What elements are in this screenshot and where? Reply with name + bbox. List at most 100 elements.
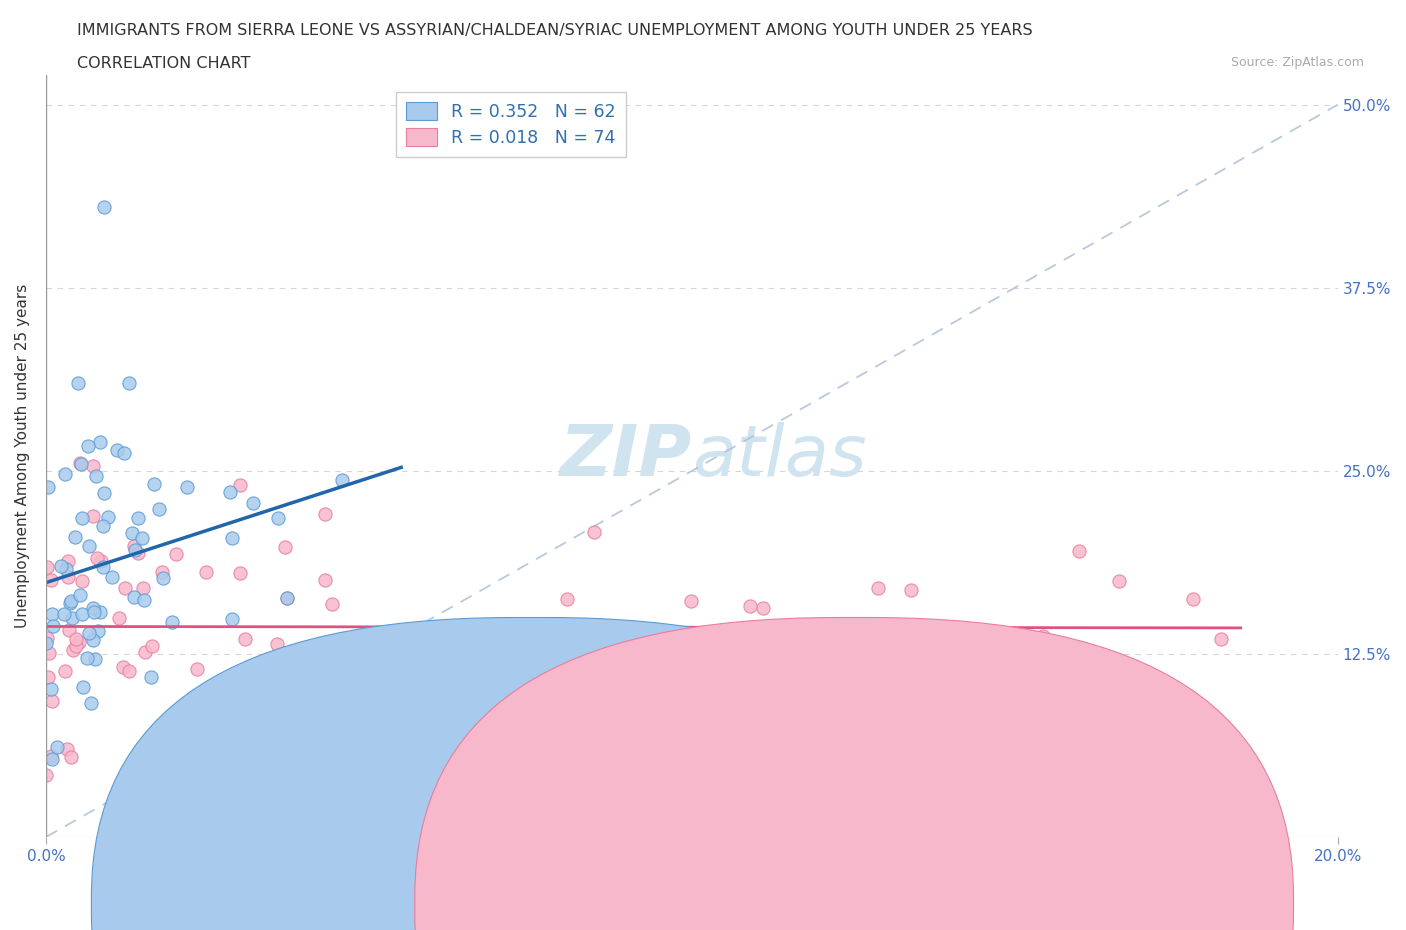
- Point: [41, 694, 63, 709]
- Point: [233, 631, 256, 646]
- Point: [118, 375, 141, 390]
- Point: [418, 627, 440, 642]
- Point: [63, 529, 86, 544]
- Point: [221, 611, 243, 626]
- Point: [55, 562, 77, 577]
- Point: [731, 659, 754, 674]
- Point: [41, 606, 63, 621]
- Point: [91, 560, 114, 575]
- Point: [1067, 543, 1090, 558]
- Point: [84, 469, 107, 484]
- Point: [555, 591, 578, 606]
- Point: [35, 767, 58, 782]
- Point: [82, 509, 104, 524]
- Point: [900, 582, 922, 597]
- Point: [46, 739, 69, 754]
- Text: ZIP: ZIP: [560, 421, 692, 491]
- Point: [56, 554, 79, 569]
- Point: [67, 634, 90, 649]
- Point: [150, 565, 173, 580]
- Point: [93, 519, 115, 534]
- Point: [361, 642, 384, 657]
- Point: [297, 735, 319, 750]
- Point: [65, 639, 87, 654]
- Point: [267, 511, 290, 525]
- Point: [139, 670, 162, 684]
- Point: [274, 539, 297, 554]
- Point: [186, 662, 208, 677]
- Point: [62, 643, 84, 658]
- Point: [39, 682, 62, 697]
- Point: [86, 551, 108, 565]
- Point: [38, 645, 60, 660]
- Point: [93, 200, 115, 215]
- Point: [789, 705, 811, 720]
- Point: [127, 546, 149, 561]
- Point: [740, 598, 762, 613]
- Point: [266, 636, 288, 651]
- Point: [679, 594, 702, 609]
- Text: CORRELATION CHART: CORRELATION CHART: [77, 56, 250, 71]
- Point: [76, 650, 98, 665]
- Point: [165, 547, 187, 562]
- Point: [58, 622, 80, 637]
- Point: [1211, 631, 1233, 646]
- Point: [582, 525, 605, 539]
- Point: [80, 696, 103, 711]
- Point: [90, 553, 112, 568]
- Point: [35, 630, 58, 644]
- Point: [122, 538, 145, 553]
- Point: [218, 485, 240, 499]
- Point: [962, 685, 984, 700]
- Point: [124, 543, 146, 558]
- Point: [97, 510, 120, 525]
- Point: [83, 652, 105, 667]
- Y-axis label: Unemployment Among Youth under 25 years: Unemployment Among Youth under 25 years: [15, 285, 30, 629]
- Point: [114, 580, 136, 595]
- Point: [37, 670, 59, 684]
- Point: [42, 618, 65, 633]
- Point: [35, 560, 58, 575]
- Point: [82, 632, 104, 647]
- Text: Assyrians/Chaldeans/Syriacs: Assyrians/Chaldeans/Syriacs: [872, 899, 1090, 914]
- Point: [51, 559, 73, 574]
- Point: [89, 434, 111, 449]
- Point: [53, 467, 76, 482]
- Point: [82, 601, 104, 616]
- Point: [53, 664, 76, 679]
- Point: [93, 485, 115, 500]
- Point: [321, 596, 343, 611]
- Point: [69, 588, 91, 603]
- Point: [170, 712, 193, 727]
- Point: [89, 604, 111, 619]
- Point: [39, 749, 62, 764]
- Point: [121, 525, 143, 540]
- Point: [82, 458, 104, 473]
- Point: [314, 573, 336, 588]
- Point: [37, 479, 59, 494]
- Point: [131, 581, 153, 596]
- Point: [160, 615, 183, 630]
- Point: [107, 611, 129, 626]
- Point: [228, 566, 250, 581]
- Text: atlas: atlas: [692, 421, 866, 491]
- Point: [56, 742, 79, 757]
- Text: Immigrants from Sierra Leone: Immigrants from Sierra Leone: [562, 899, 792, 914]
- Point: [60, 593, 83, 608]
- Point: [426, 654, 449, 669]
- Point: [39, 573, 62, 588]
- Point: [239, 777, 262, 791]
- Point: [134, 644, 156, 659]
- Point: [60, 750, 83, 764]
- Point: [70, 574, 93, 589]
- Point: [112, 445, 135, 460]
- Legend: R = 0.352   N = 62, R = 0.018   N = 74: R = 0.352 N = 62, R = 0.018 N = 74: [395, 92, 626, 157]
- Point: [1032, 629, 1054, 644]
- Point: [1181, 591, 1204, 606]
- Point: [70, 511, 93, 525]
- Point: [65, 631, 87, 646]
- Point: [122, 590, 145, 604]
- Point: [314, 507, 336, 522]
- Point: [77, 539, 100, 554]
- Point: [152, 756, 174, 771]
